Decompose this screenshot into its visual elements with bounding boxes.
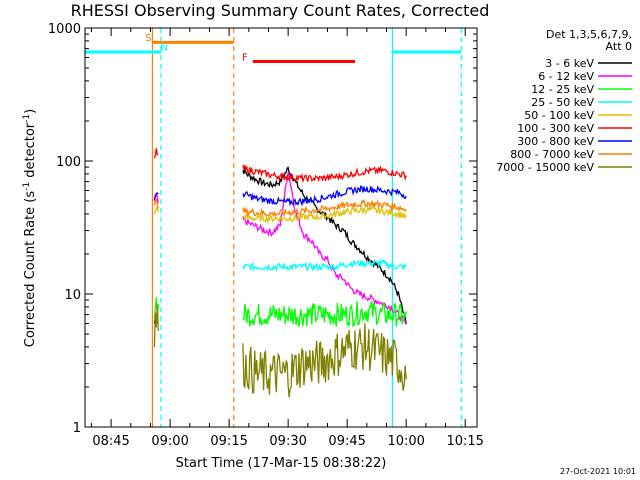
legend-label-2: 12 - 25 keV — [531, 83, 594, 96]
x-tick-label: 09:15 — [210, 434, 247, 449]
y-axis-label-sup2: -1 — [22, 114, 32, 123]
legend-label-1: 6 - 12 keV — [538, 70, 594, 83]
x-tick-label: 10:15 — [446, 434, 483, 449]
series-line-2-1 — [242, 300, 407, 327]
legend-label-7: 800 - 7000 keV — [510, 148, 594, 161]
y-axis-label-mid: detector — [23, 122, 38, 182]
legend-label-4: 50 - 100 keV — [524, 109, 594, 122]
attenuator-label: Att 0 — [606, 40, 632, 53]
series-line-3-0 — [242, 258, 407, 272]
y-axis: 1 10 100 1000 — [48, 22, 477, 436]
series-line-4-0 — [153, 204, 159, 215]
series-line-6-1 — [242, 185, 407, 207]
series-line-5-1 — [242, 163, 407, 184]
series-line-7-0 — [153, 198, 159, 209]
legend-label-5: 100 - 300 keV — [517, 122, 594, 135]
x-tick-label: 09:00 — [151, 434, 188, 449]
detectors-label: Det 1,3,5,6,7,9, — [546, 28, 632, 41]
legend-label-6: 300 - 800 keV — [517, 135, 594, 148]
series-line-1-1 — [242, 172, 407, 324]
series-line-4-1 — [242, 205, 407, 225]
series-line-8-0 — [153, 305, 159, 348]
flag-label-n: N — [160, 42, 167, 53]
x-tick-label: 09:45 — [328, 434, 365, 449]
y-tick-label: 100 — [56, 155, 81, 170]
y-axis-label-end: ) — [23, 109, 38, 114]
flag-label-s: S — [145, 33, 151, 44]
y-tick-label: 1000 — [48, 22, 81, 37]
y-tick-label: 10 — [64, 288, 81, 303]
x-tick-label: 08:45 — [92, 434, 129, 449]
plot-frame — [84, 27, 478, 428]
series-line-5-0 — [153, 148, 159, 159]
flag-label-f: F — [242, 52, 248, 63]
series-line-6-0 — [153, 192, 159, 200]
legend-label-3: 25 - 50 keV — [531, 96, 594, 109]
series-line-7-1 — [242, 198, 407, 218]
legend-label-0: 3 - 6 keV — [545, 57, 594, 70]
plot-area: SN F — [85, 28, 462, 427]
y-axis-label-sup1: -1 — [22, 182, 32, 191]
x-axis-label: Start Time (17-Mar-15 08:38:22) — [176, 456, 387, 471]
timestamp: 27-Oct-2021 10:01 — [560, 467, 636, 476]
legend-label-8: 7000 - 15000 keV — [496, 161, 594, 174]
series-line-8-1 — [242, 323, 407, 398]
y-axis-label: Corrected Count Rate (s-1 detector-1) — [22, 109, 38, 347]
x-axis: 08:45 09:00 09:15 09:30 09:45 10:00 10:15 — [90, 28, 484, 449]
x-tick-label: 10:00 — [387, 434, 424, 449]
chart-title: RHESSI Observing Summary Count Rates, Co… — [71, 1, 490, 20]
y-tick-label: 1 — [73, 421, 81, 436]
x-tick-label: 09:30 — [269, 434, 306, 449]
y-axis-label-main: Corrected Count Rate (s — [23, 191, 38, 348]
